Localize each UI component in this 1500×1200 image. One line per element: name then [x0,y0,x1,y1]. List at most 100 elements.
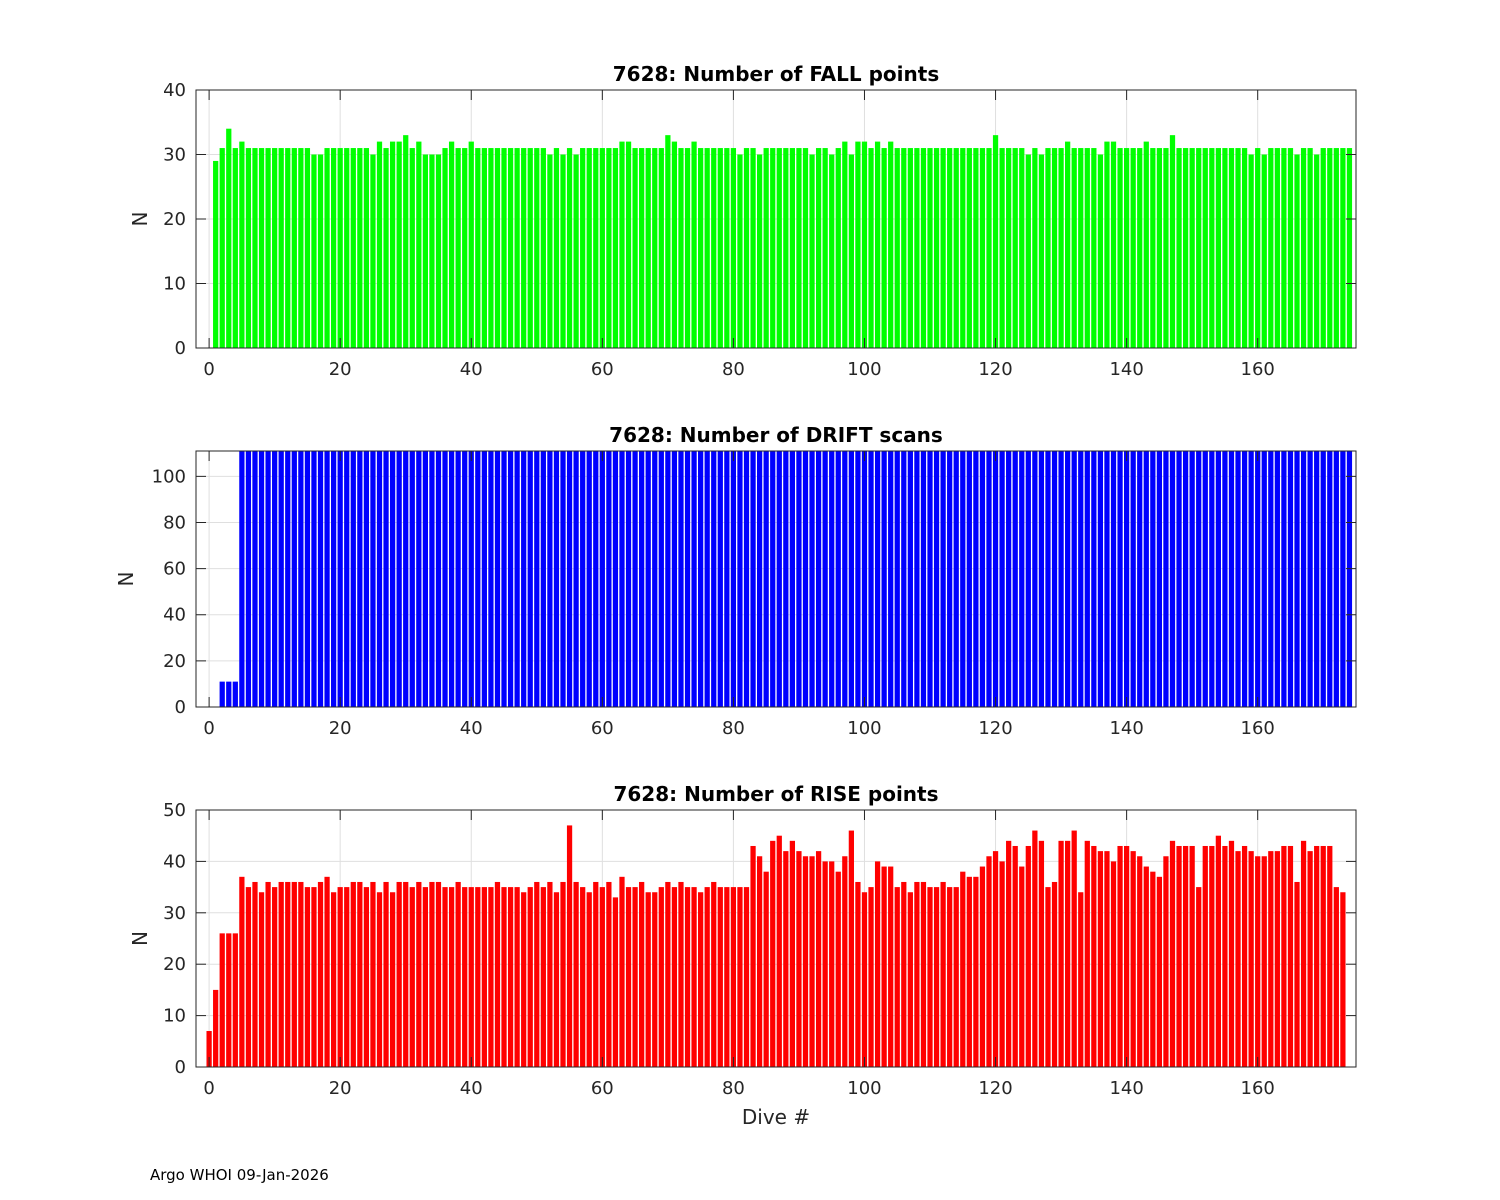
plot-area [196,810,1356,1067]
bar [743,887,750,1067]
bar [1182,845,1189,1067]
bar [547,451,553,707]
x-tick-label: 40 [460,359,483,380]
bar [298,148,304,348]
y-tick-label: 30 [163,145,186,166]
bar [1222,845,1228,1067]
bar [652,148,658,348]
bar [376,141,383,348]
bar [848,830,854,1067]
bar [1215,451,1221,707]
bar [599,887,605,1067]
bar [1209,451,1215,707]
bar [1025,451,1031,707]
bar [1294,451,1300,707]
bar [1097,451,1104,707]
bar [698,148,704,348]
x-tick-label: 20 [329,718,352,739]
bar [239,876,245,1067]
bar [311,154,317,348]
bar [344,148,350,348]
bar [409,148,415,348]
bar [829,451,835,707]
bar [717,451,723,707]
bar [1124,148,1130,348]
bar [665,135,671,348]
bar [285,881,291,1067]
bar [304,451,311,707]
bar [357,881,363,1067]
bar [1222,148,1228,348]
bar [383,148,389,348]
bar [586,148,592,348]
bar [593,451,599,707]
bar [376,451,383,707]
bar [311,887,317,1067]
bar [789,840,796,1067]
bar [1320,451,1326,707]
bar [1019,451,1025,707]
bar [448,141,455,348]
bar [1307,851,1313,1067]
bar [770,840,776,1067]
bar [671,887,678,1067]
bar [298,881,304,1067]
bar [992,135,999,348]
bar [979,148,986,348]
bar [226,128,232,348]
bar [291,148,297,348]
bar [1156,451,1163,707]
bar [960,451,966,707]
bar [1110,451,1117,707]
bar [206,1031,212,1067]
y-tick-label: 80 [163,512,186,533]
bar [468,887,474,1067]
bar [239,141,245,348]
y-tick-label: 20 [163,651,186,672]
bar [560,881,566,1067]
y-tick-label: 60 [163,559,186,580]
bar [1189,451,1195,707]
bar [691,887,697,1067]
bar [704,887,710,1067]
bar [960,148,966,348]
bar [1169,135,1176,348]
y-tick-label: 40 [163,80,186,101]
bar [258,148,265,348]
bar [750,148,756,348]
bar [1294,881,1300,1067]
bar [763,148,769,348]
bar [1006,451,1012,707]
bar [331,148,337,348]
bar [547,154,553,348]
bar [658,451,664,707]
bar [907,148,913,348]
bar [468,451,474,707]
bar [1327,148,1333,348]
bar [1314,845,1320,1067]
bar [1110,861,1117,1067]
bar [1071,148,1077,348]
bar [553,892,560,1067]
bar [580,451,586,707]
bar [717,148,723,348]
bar [927,148,933,348]
bar [1333,887,1339,1067]
bar [1281,148,1287,348]
subplot-2: 0 20 40 60 80 100 120 140 160 0 20 40 60 80 100 7628: N… [114,423,1357,739]
bar [1294,154,1300,348]
bar [285,451,291,707]
bar [894,451,900,707]
bar [625,887,632,1067]
bar [815,851,822,1067]
bar [1012,451,1018,707]
bar [973,148,979,348]
bar [960,871,966,1067]
x-tick-label: 60 [591,718,614,739]
x-tick-label: 20 [329,1078,352,1099]
bar [1091,451,1097,707]
bar [1078,451,1084,707]
bar [645,148,651,348]
bar [1228,148,1235,348]
bar [1045,451,1051,707]
